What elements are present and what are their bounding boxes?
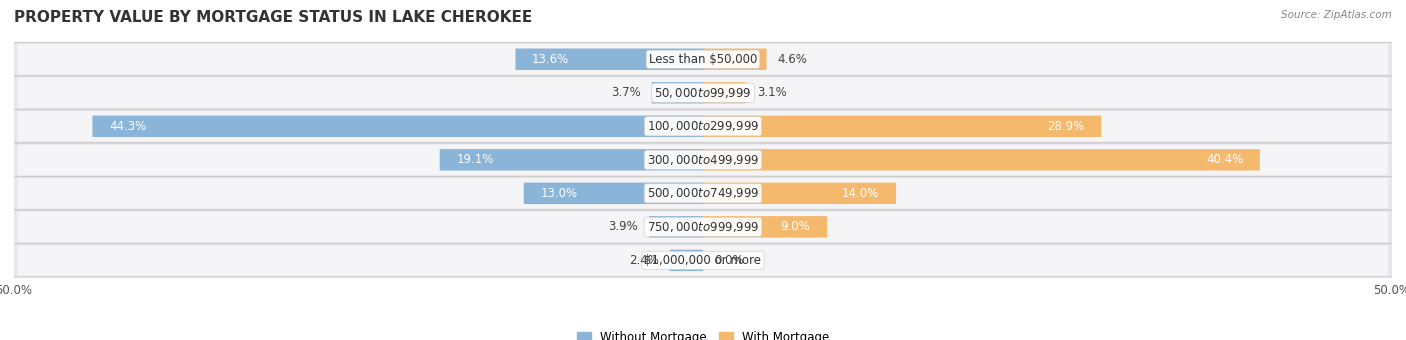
Text: 28.9%: 28.9% xyxy=(1047,120,1084,133)
FancyBboxPatch shape xyxy=(18,145,1388,175)
Text: 4.6%: 4.6% xyxy=(778,53,807,66)
FancyBboxPatch shape xyxy=(18,245,1388,275)
FancyBboxPatch shape xyxy=(440,149,703,171)
Text: 3.1%: 3.1% xyxy=(756,86,786,99)
FancyBboxPatch shape xyxy=(703,49,766,70)
FancyBboxPatch shape xyxy=(524,183,703,204)
FancyBboxPatch shape xyxy=(14,243,1392,277)
Text: 3.9%: 3.9% xyxy=(609,220,638,233)
FancyBboxPatch shape xyxy=(14,176,1392,210)
Text: 2.4%: 2.4% xyxy=(628,254,659,267)
Text: 14.0%: 14.0% xyxy=(842,187,879,200)
Text: Less than $50,000: Less than $50,000 xyxy=(648,53,758,66)
FancyBboxPatch shape xyxy=(650,216,703,238)
FancyBboxPatch shape xyxy=(14,143,1392,176)
FancyBboxPatch shape xyxy=(18,44,1388,74)
FancyBboxPatch shape xyxy=(703,183,896,204)
Text: PROPERTY VALUE BY MORTGAGE STATUS IN LAKE CHEROKEE: PROPERTY VALUE BY MORTGAGE STATUS IN LAK… xyxy=(14,10,533,25)
FancyBboxPatch shape xyxy=(18,78,1388,108)
Text: $100,000 to $299,999: $100,000 to $299,999 xyxy=(647,119,759,133)
FancyBboxPatch shape xyxy=(18,212,1388,242)
Text: $1,000,000 or more: $1,000,000 or more xyxy=(644,254,762,267)
Text: 0.0%: 0.0% xyxy=(714,254,744,267)
FancyBboxPatch shape xyxy=(669,250,703,271)
Text: 19.1%: 19.1% xyxy=(457,153,494,166)
Text: 3.7%: 3.7% xyxy=(612,86,641,99)
FancyBboxPatch shape xyxy=(18,111,1388,141)
FancyBboxPatch shape xyxy=(14,109,1392,143)
Text: 13.0%: 13.0% xyxy=(540,187,578,200)
FancyBboxPatch shape xyxy=(14,42,1392,76)
Text: 40.4%: 40.4% xyxy=(1206,153,1243,166)
Text: Source: ZipAtlas.com: Source: ZipAtlas.com xyxy=(1281,10,1392,20)
FancyBboxPatch shape xyxy=(703,216,827,238)
Text: $750,000 to $999,999: $750,000 to $999,999 xyxy=(647,220,759,234)
FancyBboxPatch shape xyxy=(18,178,1388,208)
Text: $500,000 to $749,999: $500,000 to $749,999 xyxy=(647,186,759,200)
FancyBboxPatch shape xyxy=(703,82,745,103)
FancyBboxPatch shape xyxy=(703,149,1260,171)
Text: 9.0%: 9.0% xyxy=(780,220,810,233)
FancyBboxPatch shape xyxy=(14,76,1392,109)
Text: $50,000 to $99,999: $50,000 to $99,999 xyxy=(654,86,752,100)
Legend: Without Mortgage, With Mortgage: Without Mortgage, With Mortgage xyxy=(572,327,834,340)
FancyBboxPatch shape xyxy=(652,82,703,103)
FancyBboxPatch shape xyxy=(703,116,1101,137)
Text: 13.6%: 13.6% xyxy=(531,53,569,66)
FancyBboxPatch shape xyxy=(516,49,703,70)
FancyBboxPatch shape xyxy=(93,116,703,137)
FancyBboxPatch shape xyxy=(14,210,1392,243)
Text: $300,000 to $499,999: $300,000 to $499,999 xyxy=(647,153,759,167)
Text: 44.3%: 44.3% xyxy=(110,120,146,133)
